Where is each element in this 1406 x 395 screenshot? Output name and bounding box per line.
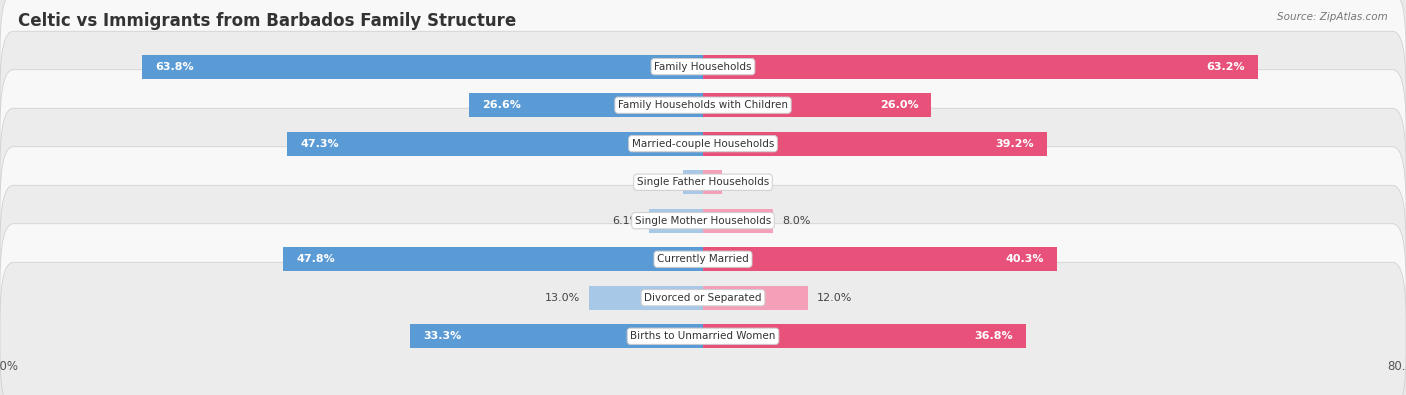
FancyBboxPatch shape [0, 70, 1406, 218]
Bar [703, 132, 1047, 156]
Bar [589, 286, 703, 310]
Text: 39.2%: 39.2% [995, 139, 1035, 149]
Text: Single Mother Households: Single Mother Households [636, 216, 770, 226]
Text: 8.0%: 8.0% [782, 216, 810, 226]
Text: Family Households with Children: Family Households with Children [619, 100, 787, 110]
Bar [411, 324, 703, 348]
Bar [703, 247, 1057, 271]
Text: Family Households: Family Households [654, 62, 752, 71]
Text: Single Father Households: Single Father Households [637, 177, 769, 187]
FancyBboxPatch shape [0, 185, 1406, 333]
Bar [703, 324, 1026, 348]
Bar [683, 170, 703, 194]
Bar [470, 93, 703, 117]
Text: Currently Married: Currently Married [657, 254, 749, 264]
FancyBboxPatch shape [0, 0, 1406, 141]
FancyBboxPatch shape [0, 262, 1406, 395]
Bar [650, 209, 703, 233]
Text: 63.8%: 63.8% [156, 62, 194, 71]
Text: Celtic vs Immigrants from Barbados Family Structure: Celtic vs Immigrants from Barbados Famil… [18, 12, 516, 30]
FancyBboxPatch shape [0, 31, 1406, 179]
Bar [703, 286, 808, 310]
Bar [287, 132, 703, 156]
Text: 40.3%: 40.3% [1005, 254, 1043, 264]
Bar [283, 247, 703, 271]
Text: 63.2%: 63.2% [1206, 62, 1246, 71]
FancyBboxPatch shape [0, 147, 1406, 295]
FancyBboxPatch shape [0, 224, 1406, 372]
FancyBboxPatch shape [0, 108, 1406, 256]
Bar [703, 209, 773, 233]
Text: 12.0%: 12.0% [817, 293, 852, 303]
Text: 2.2%: 2.2% [731, 177, 759, 187]
Bar [703, 55, 1258, 79]
Text: Divorced or Separated: Divorced or Separated [644, 293, 762, 303]
Bar [703, 93, 932, 117]
Text: 6.1%: 6.1% [613, 216, 641, 226]
Text: 47.8%: 47.8% [297, 254, 335, 264]
Bar [703, 170, 723, 194]
Text: 33.3%: 33.3% [423, 331, 461, 341]
Text: 47.3%: 47.3% [301, 139, 339, 149]
Text: Married-couple Households: Married-couple Households [631, 139, 775, 149]
Text: Source: ZipAtlas.com: Source: ZipAtlas.com [1277, 12, 1388, 22]
Text: 2.3%: 2.3% [645, 177, 673, 187]
Text: 13.0%: 13.0% [544, 293, 581, 303]
Text: 36.8%: 36.8% [974, 331, 1014, 341]
Bar [142, 55, 703, 79]
Text: 26.6%: 26.6% [482, 100, 522, 110]
Text: Births to Unmarried Women: Births to Unmarried Women [630, 331, 776, 341]
Text: 26.0%: 26.0% [880, 100, 918, 110]
